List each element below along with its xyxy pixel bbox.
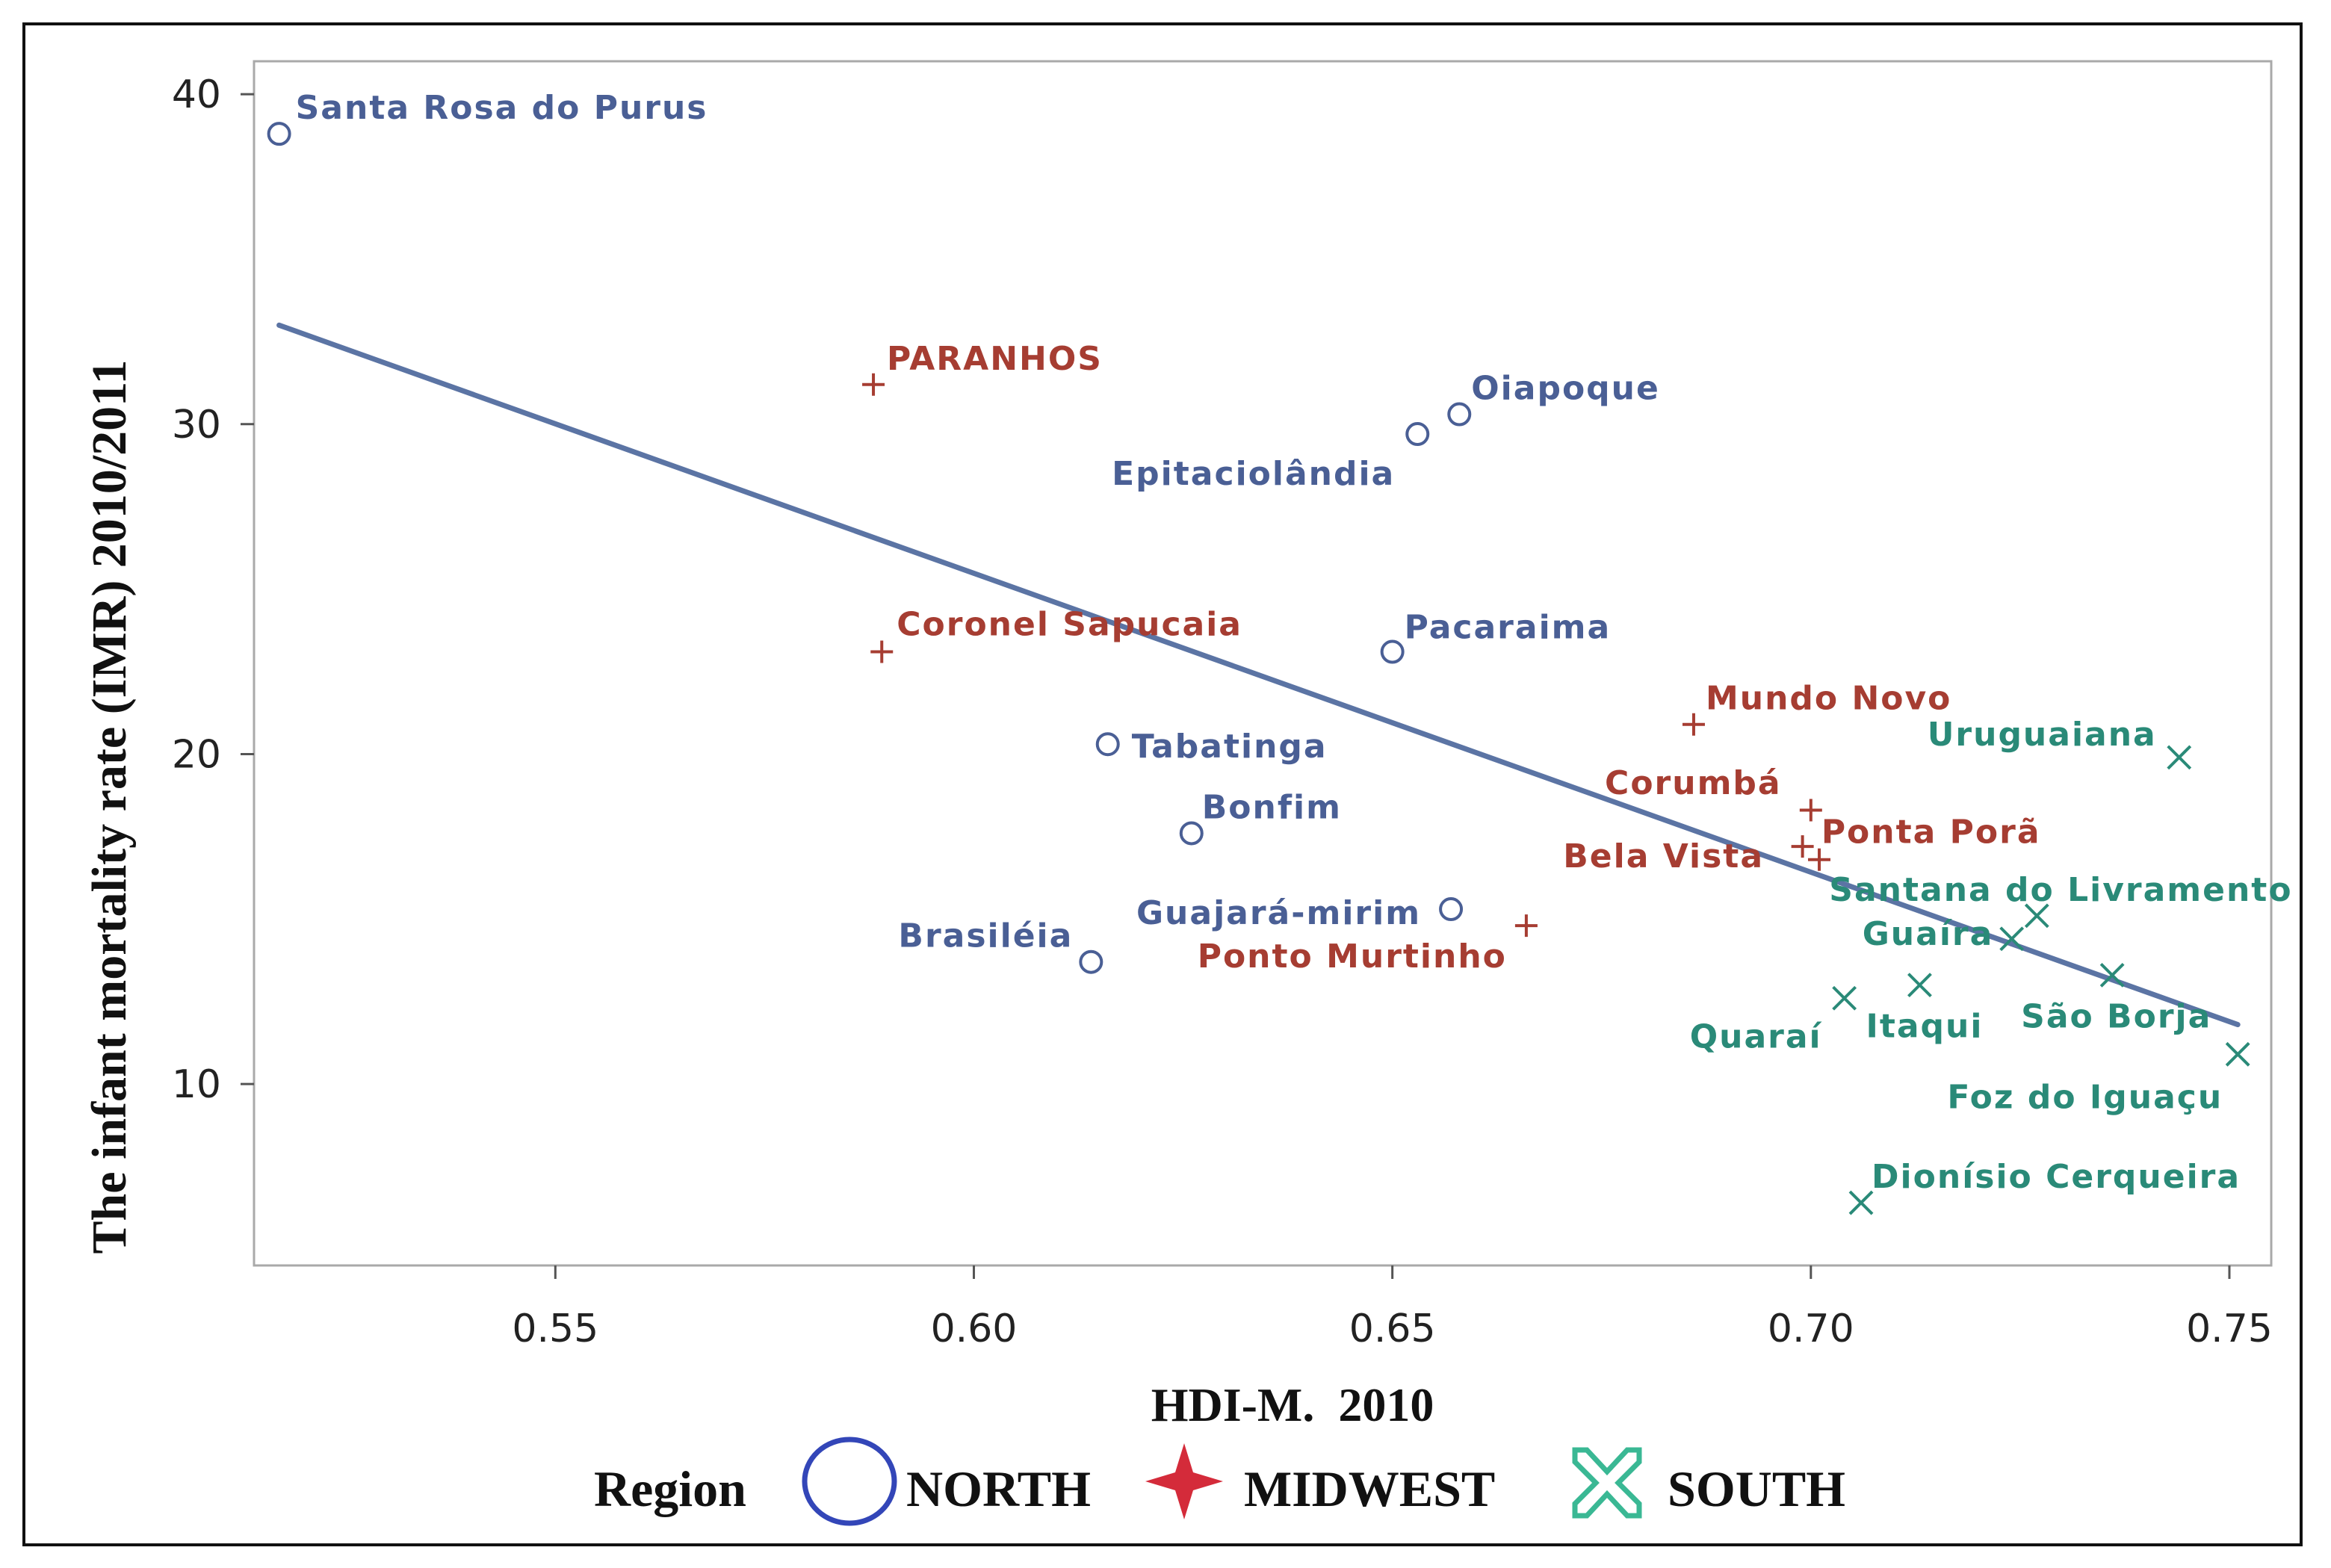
point-label: Uruguaiana xyxy=(1928,716,2157,754)
y-tick-label: 40 xyxy=(172,72,221,117)
point-marker-x xyxy=(1907,973,1932,998)
x-axis-title: HDI-M. 2010 xyxy=(1151,1378,1434,1431)
point-label: Santana do Livramento xyxy=(1829,871,2292,909)
point-label: Foz do Iguaçu xyxy=(1947,1078,2223,1116)
point-marker-circle xyxy=(267,122,291,146)
data-point: Mundo Novo xyxy=(1682,680,1951,736)
x-tick-label: 0.55 xyxy=(512,1307,598,1351)
series-midwest: PARANHOS Coronel Sapucaia Mundo Novo Corumb… xyxy=(862,340,2040,976)
point-marker-plus xyxy=(862,373,885,396)
x-tick-label: 0.70 xyxy=(1768,1307,1854,1351)
legend: Region NORTH MIDWEST SOUTH xyxy=(594,1437,1845,1526)
data-point: Corumbá xyxy=(1605,764,1814,858)
point-label: Itaqui xyxy=(1866,1008,1983,1046)
data-point: PARANHOS xyxy=(862,340,1103,396)
point-marker-plus xyxy=(1791,835,1814,858)
point-marker-x xyxy=(2225,1041,2250,1067)
point-label: Santa Rosa do Purus xyxy=(296,89,708,127)
point-label: Epitaciolândia xyxy=(1112,455,1395,493)
point-label: Corumbá xyxy=(1605,764,1782,802)
data-point: Coronel Sapucaia xyxy=(870,606,1242,663)
data-point: Bonfim xyxy=(1179,788,1342,846)
point-marker-plus xyxy=(1514,914,1538,938)
data-point: Santana do Livramento xyxy=(1829,871,2292,929)
point-label: PARANHOS xyxy=(887,340,1103,378)
point-label: Tabatinga xyxy=(1132,728,1328,766)
series-south: Uruguaiana Santana do Livramento Guaíra São… xyxy=(1690,716,2292,1215)
x-tick-label: 0.60 xyxy=(931,1307,1018,1351)
y-axis: 10 20 30 40 xyxy=(172,72,254,1107)
series-north: Santa Rosa do Purus Oiapoque Epitaciolândi… xyxy=(267,89,1660,974)
data-point: Guaíra xyxy=(1863,915,2025,953)
legend-circle-icon xyxy=(802,1437,897,1526)
point-label: Mundo Novo xyxy=(1706,680,1951,718)
y-tick-label: 20 xyxy=(172,732,221,777)
point-marker-plus xyxy=(1799,799,1822,822)
data-point: Uruguaiana xyxy=(1928,716,2192,770)
point-marker-plus xyxy=(1808,848,1831,871)
point-label: Quaraí xyxy=(1690,1017,1823,1056)
point-label: Guajará-mirim xyxy=(1136,894,1421,932)
point-label: Oiapoque xyxy=(1471,370,1660,408)
point-marker-x xyxy=(1848,1190,1874,1215)
point-label: Bonfim xyxy=(1202,788,1342,826)
point-marker-circle xyxy=(1095,732,1120,757)
y-axis-title: The infant mortality rate (IMR) 2010/201… xyxy=(82,360,137,1254)
x-tick-label: 0.65 xyxy=(1349,1307,1436,1351)
x-tick-label: 0.75 xyxy=(2186,1307,2273,1351)
legend-title: Region xyxy=(594,1460,746,1517)
x-axis: 0.55 0.60 0.65 0.70 0.75 xyxy=(512,1265,2273,1351)
data-point: Tabatinga xyxy=(1095,728,1328,766)
point-marker-x xyxy=(2024,903,2049,929)
data-point: Itaqui xyxy=(1866,973,1983,1046)
point-marker-circle xyxy=(1079,949,1103,974)
point-marker-x xyxy=(2099,962,2125,988)
point-label: Ponta Porã xyxy=(1821,814,2041,852)
legend-x-cross-icon xyxy=(1572,1447,1642,1519)
point-label: Brasiléia xyxy=(898,917,1073,955)
point-label: Ponto Murtinho xyxy=(1198,938,1507,976)
data-points: Santa Rosa do Purus Oiapoque Epitaciolândi… xyxy=(267,89,2292,1215)
data-point: Foz do Iguaçu xyxy=(1947,1041,2250,1116)
data-point: Pacaraima xyxy=(1380,609,1612,664)
point-marker-x xyxy=(1832,985,1857,1011)
point-marker-circle xyxy=(1439,897,1464,922)
point-label: Pacaraima xyxy=(1405,609,1612,647)
legend-label-south: SOUTH xyxy=(1668,1460,1845,1517)
point-label: São Borja xyxy=(2021,997,2211,1035)
data-point: Epitaciolândia xyxy=(1112,422,1430,493)
data-point: Ponta Porã xyxy=(1799,799,2041,852)
data-point: Quaraí xyxy=(1690,985,1857,1056)
legend-star-icon xyxy=(1145,1443,1223,1519)
data-point: São Borja xyxy=(2021,962,2211,1035)
point-marker-circle xyxy=(1447,402,1472,427)
point-marker-circle xyxy=(1380,639,1405,664)
legend-label-north: NORTH xyxy=(906,1460,1091,1517)
point-label: Coronel Sapucaia xyxy=(897,606,1242,644)
data-point: Santa Rosa do Purus xyxy=(267,89,708,146)
point-marker-circle xyxy=(1405,422,1430,447)
figure-frame xyxy=(22,22,2303,1546)
regression-line-group xyxy=(276,322,2241,1028)
data-point: Bela Vista xyxy=(1563,837,1831,876)
data-point: Guajará-mirim xyxy=(1136,894,1464,932)
legend-label-midwest: MIDWEST xyxy=(1244,1460,1495,1517)
point-marker-x xyxy=(1999,926,2025,952)
regression-line xyxy=(276,322,2241,1028)
data-point: Ponto Murtinho xyxy=(1198,914,1538,976)
point-label: Bela Vista xyxy=(1563,837,1764,876)
plot-area-border xyxy=(253,60,2273,1267)
y-tick-label: 30 xyxy=(172,403,221,447)
data-point: Oiapoque xyxy=(1447,370,1660,427)
y-tick-label: 10 xyxy=(172,1062,221,1107)
point-marker-circle xyxy=(1179,821,1204,846)
point-marker-plus xyxy=(870,640,894,663)
point-label: Guaíra xyxy=(1863,915,1994,953)
point-marker-x xyxy=(2167,745,2192,770)
data-point: Brasiléia xyxy=(898,917,1103,974)
point-marker-plus xyxy=(1682,713,1705,736)
data-point: Dionísio Cerqueira xyxy=(1848,1158,2241,1215)
point-label: Dionísio Cerqueira xyxy=(1872,1158,2241,1196)
